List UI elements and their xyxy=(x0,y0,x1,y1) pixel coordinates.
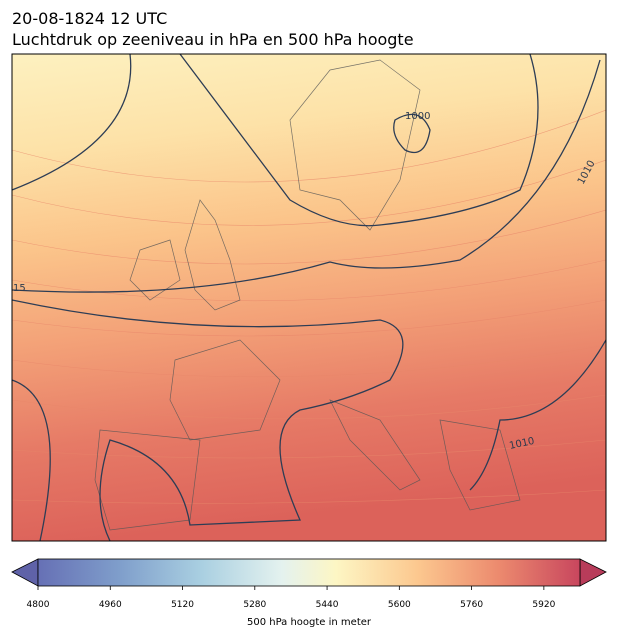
map: 1000 1010 15 1010 xyxy=(12,54,606,541)
colorbar-tick-label: 5920 xyxy=(532,600,555,610)
colorbar-label: 500 hPa hoogte in meter xyxy=(247,617,372,628)
colorbar-tick-label: 4800 xyxy=(27,600,50,610)
coastlines xyxy=(94,59,521,531)
contour-label: 1010 xyxy=(508,436,535,452)
map-title: Luchtdruk op zeeniveau in hPa en 500 hPa… xyxy=(12,30,414,49)
colorbar-tick-label: 5760 xyxy=(460,600,483,610)
colorbar-tick-label: 5280 xyxy=(243,600,266,610)
colorbar-tick-label: 5440 xyxy=(316,600,339,610)
colorbar-tick-label: 5600 xyxy=(388,600,411,610)
contour-label: 15 xyxy=(13,283,26,294)
height-field xyxy=(12,54,606,541)
isobars xyxy=(12,54,606,541)
map-frame xyxy=(11,53,607,542)
colorbar: 500 hPa hoogte in meter xyxy=(11,558,607,628)
colorbar-tick-label: 4960 xyxy=(99,600,122,610)
colorbar-under xyxy=(11,558,39,587)
colorbar-over xyxy=(579,558,607,587)
contour-label: 1000 xyxy=(405,111,430,122)
colorbar-tick-label: 5120 xyxy=(171,600,194,610)
colorbar-bar xyxy=(37,558,581,587)
date-title: 20-08-1824 12 UTC xyxy=(12,9,167,28)
